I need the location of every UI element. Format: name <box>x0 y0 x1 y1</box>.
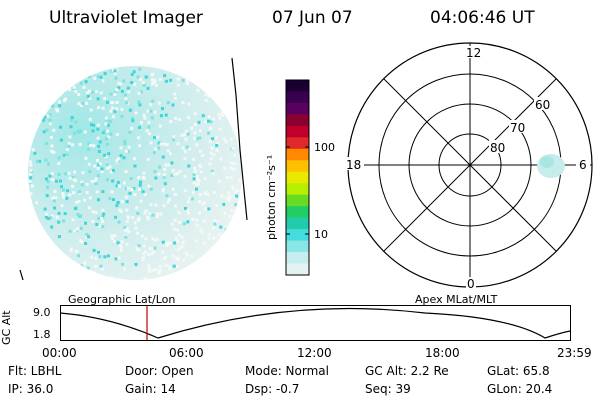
colorbar-band <box>286 240 309 253</box>
colorbar-band <box>286 217 309 230</box>
mode-status: Mode: Normal <box>245 364 329 378</box>
timeline-ytick-hi: 9.0 <box>33 306 51 319</box>
time-label: 04:06:46 UT <box>430 8 535 28</box>
colorbar-band <box>286 206 309 219</box>
dsp-status: Dsp: -0.7 <box>245 382 300 396</box>
colorbar-band <box>286 91 309 104</box>
colorbar-band <box>286 263 309 276</box>
colorbar <box>285 79 310 276</box>
coast-fragment <box>19 269 24 281</box>
geographic-image <box>19 57 248 281</box>
colorbar-band <box>286 114 309 127</box>
mlt-label-18: 18 <box>346 158 361 172</box>
terminator-line <box>231 57 248 221</box>
timeline-ytick-lo: 1.8 <box>33 328 51 341</box>
gain-status: Gain: 14 <box>125 382 176 396</box>
timeline-axis-label: GC Alt <box>0 310 13 345</box>
colorbar-band <box>286 102 309 116</box>
instrument-title: Ultraviolet Imager <box>49 8 203 28</box>
filter-status: Flt: LBHL <box>8 364 62 378</box>
colorbar-band <box>286 80 309 93</box>
ip-status: IP: 36.0 <box>8 382 54 396</box>
polar-plot: 12 18 6 0 60 70 80 <box>344 42 593 291</box>
colorbar-band <box>286 125 309 138</box>
colorbar-band <box>286 194 309 207</box>
colorbar-gradient <box>286 80 309 276</box>
mlat-label-80: 80 <box>490 141 505 155</box>
timeline-right-title: Apex MLat/MLT <box>415 293 498 306</box>
earth-disk <box>28 66 242 280</box>
aurora-patch-core <box>540 156 554 168</box>
colorbar-band <box>286 148 309 161</box>
timeline-plot <box>60 305 571 341</box>
mlat-label-60: 60 <box>535 98 550 112</box>
timeline-xtick-1: 06:00 <box>169 346 204 360</box>
colorbar-band <box>286 183 309 196</box>
gc-alt-status: GC Alt: 2.2 Re <box>365 364 449 378</box>
colorbar-band <box>286 137 309 150</box>
timeline-left-title: Geographic Lat/Lon <box>68 293 176 306</box>
colorbar-band <box>286 252 309 265</box>
mlt-label-12: 12 <box>466 46 481 60</box>
colorbar-band <box>286 229 309 242</box>
mlt-label-6: 6 <box>579 158 587 172</box>
colorbar-tick-10: 10 <box>314 228 328 241</box>
colorbar-unit-label: photon cm⁻²s⁻¹ <box>265 154 278 240</box>
gc-alt-curve <box>60 307 571 339</box>
date-label: 07 Jun 07 <box>272 8 353 28</box>
timeline-xtick-4: 23:59 <box>557 346 592 360</box>
timeline-xtick-3: 18:00 <box>425 346 460 360</box>
colorbar-tick-100: 100 <box>314 141 335 154</box>
timeline-xtick-2: 12:00 <box>297 346 332 360</box>
seq-status: Seq: 39 <box>365 382 411 396</box>
colorbar-band <box>286 160 309 173</box>
meridian-diag-2 <box>383 78 557 252</box>
mlat-label-70: 70 <box>510 121 525 135</box>
glat-status: GLat: 65.8 <box>487 364 550 378</box>
glon-status: GLon: 20.4 <box>487 382 553 396</box>
colorbar-band <box>286 171 309 184</box>
mlt-label-0: 0 <box>467 277 475 291</box>
timeline-xtick-0: 00:00 <box>42 346 77 360</box>
door-status: Door: Open <box>125 364 194 378</box>
